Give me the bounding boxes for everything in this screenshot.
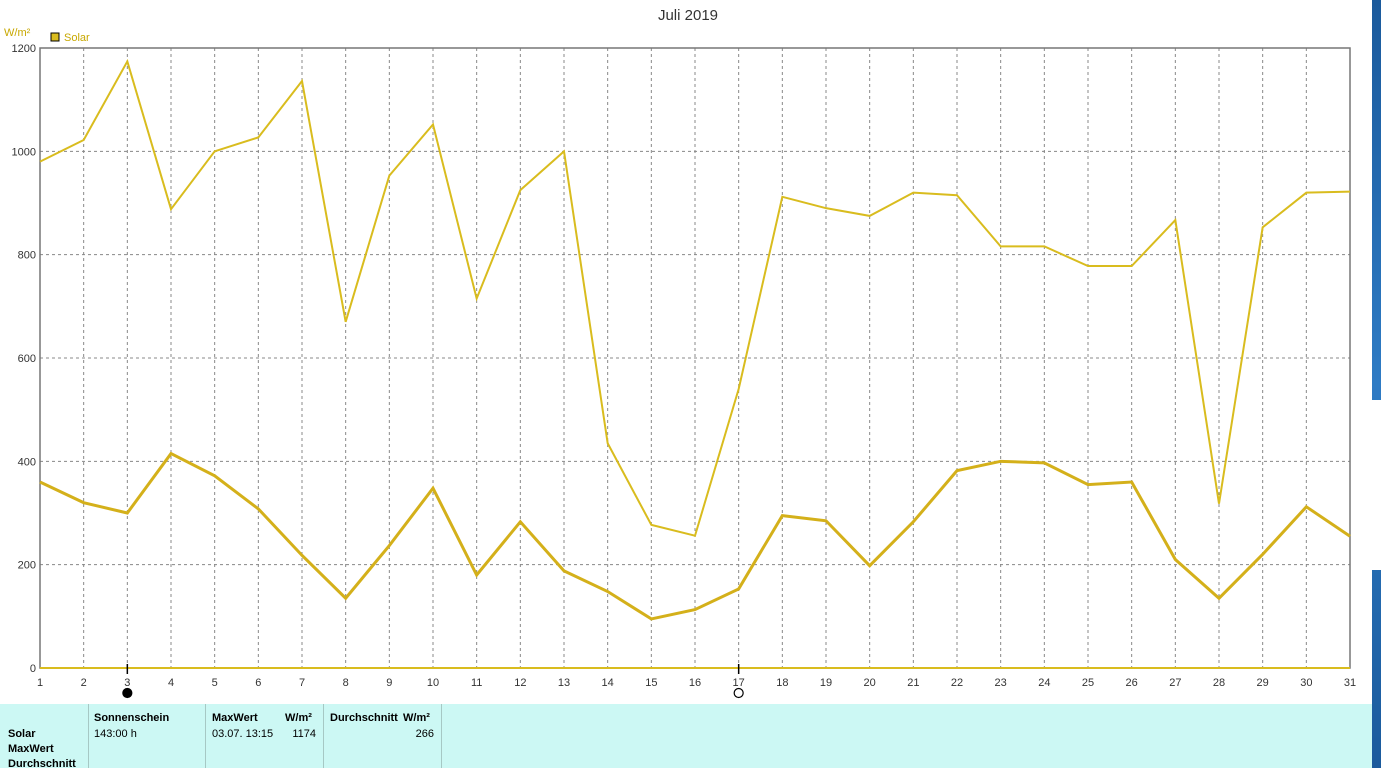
series-line-average [39,451,1351,621]
legend-swatch-solar [50,32,60,42]
x-tick-label: 9 [386,677,392,689]
x-tick-label: 15 [645,677,657,689]
x-tick-label: 28 [1213,677,1225,689]
column-divider [88,704,89,768]
x-tick-label: 4 [168,677,174,689]
x-tick-label: 18 [776,677,788,689]
x-tick-label: 31 [1344,677,1356,689]
moon-phase-markers [122,664,744,699]
x-tick-label: 22 [951,677,963,689]
column-divider [323,704,324,768]
sonnenschein-header: Sonnenschein [94,712,170,724]
y-tick-labels: 0 200 400 600 800 1000 1200 [12,43,36,675]
x-tick-label: 23 [995,677,1007,689]
sonnenschein-value: 143:00 h [94,728,137,740]
x-tick-label: 30 [1300,677,1312,689]
x-tick-label: 1 [37,677,43,689]
x-tick-label: 3 [124,677,130,689]
x-tick-label: 12 [514,677,526,689]
axes [39,47,1351,669]
new-moon-icon [122,687,133,699]
statistics-panel: Solar MaxWert Durchschnitt Sonnenschein … [0,704,1372,770]
x-tick-label: 17 [733,677,745,689]
x-tick-label: 20 [864,677,876,689]
background-window-strip [1372,0,1381,768]
durchschnitt-value: 266 [415,728,434,740]
x-tick-label: 13 [558,677,570,689]
x-tick-label: 10 [427,677,439,689]
x-tick-label: 7 [299,677,305,689]
y-tick-label: 400 [18,456,36,468]
x-tick-label: 11 [471,677,482,689]
row-label-solar: Solar [8,728,36,740]
full-moon-icon [733,687,744,699]
maxwert-unit: W/m² [285,712,312,724]
legend: Solar [50,32,90,44]
durchschnitt-unit: W/m² [403,712,430,724]
maxwert-value: 1174 [292,728,316,740]
x-tick-label: 24 [1038,677,1050,689]
maxwert-date: 03.07. 13:15 [212,728,274,740]
series-lines [39,58,1351,621]
y-axis-unit: W/m² [4,27,31,39]
maxwert-header: MaxWert [212,712,258,724]
x-tick-label: 6 [255,677,261,689]
x-tick-label: 8 [343,677,349,689]
legend-label-solar: Solar [64,32,90,44]
y-tick-label: 1200 [12,43,36,55]
chart-title: Juli 2019 [658,7,718,24]
x-tick-label: 14 [602,677,614,689]
x-tick-label: 25 [1082,677,1094,689]
y-tick-label: 200 [18,560,36,572]
x-tick-label: 26 [1126,677,1138,689]
x-tick-label: 29 [1257,677,1269,689]
grid [40,48,1350,668]
x-tick-label: 27 [1169,677,1181,689]
column-divider [205,704,206,768]
x-tick-label: 21 [907,677,919,689]
column-divider [441,704,442,768]
y-tick-label: 0 [30,663,36,675]
series-line-max [39,58,1351,537]
x-tick-label: 2 [81,677,87,689]
x-tick-label: 16 [689,677,701,689]
y-tick-label: 800 [18,250,36,262]
row-label-maxwert: MaxWert [8,743,54,755]
y-tick-label: 600 [18,353,36,365]
durchschnitt-header: Durchschnitt [330,712,398,724]
background-window-fragment [1372,400,1381,570]
y-tick-label: 1000 [12,146,36,158]
x-tick-label: 5 [212,677,218,689]
x-tick-labels: 1 2 3 4 5 6 7 8 9 10 11 12 13 14 15 16 17 18 19 20 21 22 23 24 2… [37,677,1356,689]
x-tick-label: 19 [820,677,832,689]
row-label-durchschnitt: Durchschnitt [8,758,76,770]
